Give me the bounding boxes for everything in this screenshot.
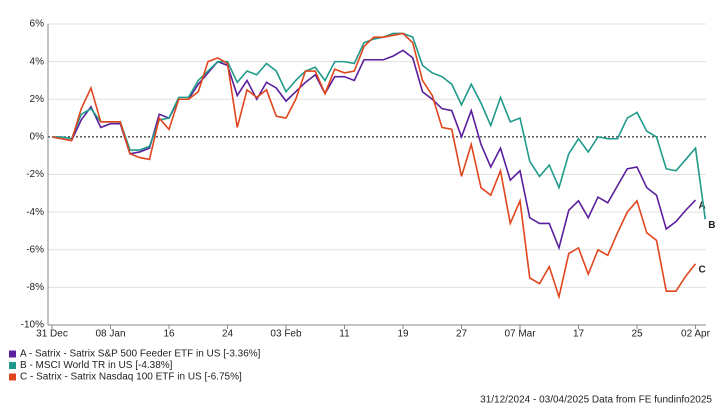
legend-swatch (9, 350, 16, 358)
x-tick-label: 19 (397, 329, 409, 340)
y-tick-label: -8% (26, 282, 44, 293)
y-tick-label: -6% (26, 244, 44, 255)
x-tick-label: 02 Apr (681, 329, 711, 340)
x-tick-label: 11 (339, 329, 350, 340)
y-tick-label: 6% (30, 19, 45, 30)
y-tick-label: 0% (30, 132, 45, 143)
y-tick-label: -4% (26, 207, 44, 218)
x-tick-label: 08 Jan (95, 329, 125, 340)
series-end-label: C (699, 265, 706, 276)
legend-label: A - Satrix - Satrix S&P 500 Feeder ETF i… (20, 349, 261, 360)
x-tick-label: 03 Feb (270, 329, 302, 340)
legend-swatch (9, 362, 16, 369)
x-tick-label: 25 (631, 329, 643, 340)
x-tick-label: 31 Dec (36, 329, 68, 340)
y-tick-label: -10% (21, 320, 44, 331)
series-end-label: A (699, 201, 706, 212)
legend-label: B - MSCI World TR in US [-4.38%] (20, 360, 173, 371)
x-tick-label: 16 (163, 329, 175, 340)
x-tick-label: 17 (573, 329, 585, 340)
x-tick-label: 24 (222, 329, 234, 340)
x-tick-label: 07 Mar (504, 329, 536, 340)
y-tick-label: 2% (30, 94, 45, 105)
series-line (51, 32, 697, 300)
x-tick-label: 27 (456, 329, 468, 340)
legend-swatch (9, 373, 16, 381)
footer: 31/12/2024 - 03/04/2025 Data from FE fun… (480, 395, 712, 406)
legend-label: C - Satrix - Satrix Nasdaq 100 ETF in US… (20, 372, 242, 383)
y-tick-label: -2% (26, 169, 44, 180)
series-line (51, 49, 697, 251)
y-tick-label: 4% (30, 56, 45, 67)
series-end-label: B (708, 220, 715, 231)
